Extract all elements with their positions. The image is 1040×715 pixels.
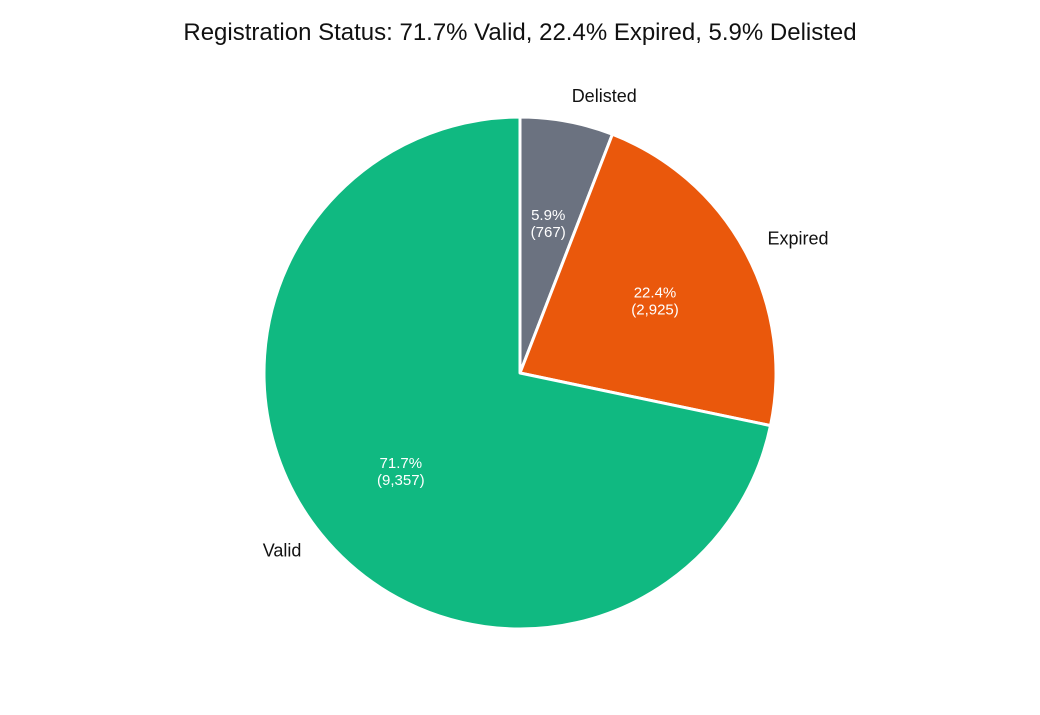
slice-count-label-expired: (2,925) xyxy=(631,302,679,319)
slice-percent-label-expired: 22.4% xyxy=(634,285,677,302)
chart-title: Registration Status: 71.7% Valid, 22.4% … xyxy=(183,19,856,46)
pie-slice-expired xyxy=(518,132,778,428)
pie-labels: 5.9%(767) Delisted 22.4%(2,925) Expired 71.7… xyxy=(263,86,829,560)
slice-category-label-valid: Valid xyxy=(263,541,302,561)
slice-percent-label-delisted: 5.9% xyxy=(531,207,565,224)
pie-slice-valid xyxy=(262,115,773,631)
pie-slices xyxy=(262,115,778,631)
slice-percent-label-valid: 71.7% xyxy=(380,455,423,472)
slice-count-label-delisted: (767) xyxy=(531,224,566,241)
slice-category-label-expired: Expired xyxy=(768,229,829,249)
slice-count-label-valid: (9,357) xyxy=(377,472,425,489)
slice-category-label-delisted: Delisted xyxy=(572,86,637,106)
